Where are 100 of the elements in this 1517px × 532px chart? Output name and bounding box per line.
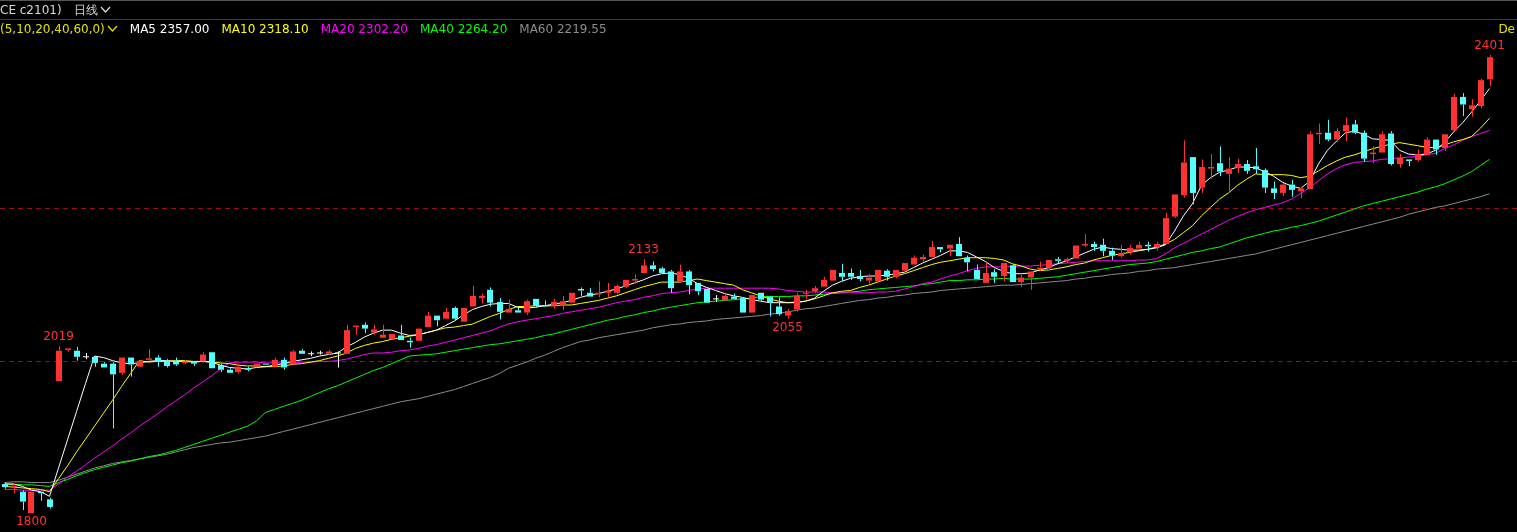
candlestick <box>587 287 593 297</box>
candlestick <box>92 356 98 368</box>
candlestick <box>1100 238 1106 257</box>
candlestick <box>487 286 493 307</box>
candlestick <box>1460 92 1466 117</box>
candlestick <box>991 268 997 284</box>
candlestick <box>866 273 872 285</box>
candlestick <box>1361 129 1367 163</box>
candlestick <box>1307 130 1313 190</box>
candlestick <box>839 263 845 282</box>
candlestick <box>668 269 674 294</box>
candlestick <box>74 346 80 362</box>
candlestick <box>56 345 62 382</box>
candlestick <box>470 285 476 307</box>
candlestick <box>1163 212 1169 244</box>
candlestick <box>740 298 746 313</box>
candlestick <box>344 324 350 354</box>
candlestick <box>1244 159 1250 175</box>
candlestick <box>758 292 764 303</box>
candlestick <box>974 264 980 280</box>
candlestick <box>1397 153 1403 169</box>
candlestick <box>443 307 449 319</box>
annotation: 2019 <box>43 329 74 344</box>
text: MA40 2264.20 <box>420 22 508 36</box>
chart-title: CE c2101) <box>0 3 62 17</box>
candlestick <box>425 311 431 328</box>
candlestick <box>1298 186 1304 199</box>
candlestick <box>1433 139 1439 156</box>
candlestick <box>137 360 143 367</box>
candlestick <box>767 296 773 317</box>
candlestick <box>848 267 854 281</box>
candlestick <box>1280 182 1286 197</box>
candlestick <box>1181 139 1187 199</box>
candlestick <box>569 292 575 303</box>
candlestick <box>209 352 215 369</box>
candlestick <box>803 289 809 300</box>
candlestick <box>1091 241 1097 252</box>
candlestick <box>812 285 818 294</box>
candlestick <box>227 367 233 373</box>
candlestick <box>614 283 620 295</box>
candlestick <box>1208 153 1214 180</box>
candlestick <box>785 308 791 320</box>
candlestick <box>416 328 422 341</box>
candlestick <box>956 236 962 257</box>
candlestick <box>1154 241 1160 252</box>
candlestick <box>20 489 26 511</box>
candlestick <box>1028 271 1034 291</box>
candlestick <box>875 269 881 282</box>
candlestick <box>506 299 512 313</box>
candlestick <box>1343 116 1349 142</box>
candlestick <box>929 240 935 257</box>
candlestick <box>497 297 503 320</box>
text: MA60 2219.55 <box>519 22 607 36</box>
candlestick <box>695 282 701 296</box>
candlestick <box>1253 147 1259 175</box>
chart-subtitle: 日线 <box>73 1 98 19</box>
candlestick <box>1217 145 1223 177</box>
annotation: 2401 <box>1474 38 1505 53</box>
candlestick <box>857 269 863 282</box>
candlestick <box>371 324 377 336</box>
candlestick <box>398 324 404 341</box>
candlestick <box>1235 158 1241 174</box>
candlestick <box>821 276 827 287</box>
candlestick <box>983 261 989 283</box>
candlestick <box>1082 233 1088 248</box>
annotation: 1800 <box>16 514 47 529</box>
text: MA20 2302.20 <box>320 22 408 36</box>
candlestick <box>110 361 116 429</box>
text: MA10 2318.10 <box>221 22 309 36</box>
candlestick <box>1271 181 1277 200</box>
candlestick <box>1073 245 1079 259</box>
candlestick <box>146 348 152 360</box>
candlestick <box>1136 241 1142 249</box>
candlestick <box>281 357 287 371</box>
candlestick <box>1469 98 1475 118</box>
candlestick <box>911 254 917 265</box>
candlestick <box>1442 134 1448 152</box>
candlestick <box>794 292 800 313</box>
candlestick <box>884 268 890 282</box>
candlestick <box>1289 179 1295 198</box>
candlestick <box>641 258 647 273</box>
candlestick <box>515 307 521 313</box>
candlestick <box>1406 159 1412 167</box>
candlestick <box>605 282 611 298</box>
candlestick <box>235 363 241 375</box>
candlestick <box>1001 263 1007 282</box>
legend-title: (5,10,20,40,60,0) <box>0 22 105 36</box>
candlestick <box>749 295 755 313</box>
candlestick <box>1199 158 1205 194</box>
candlestick <box>1325 119 1331 142</box>
candlestick <box>2 482 8 490</box>
candlestick <box>1334 127 1340 143</box>
candlestick <box>28 491 34 514</box>
candlestick <box>272 357 278 367</box>
candlestick <box>632 273 638 285</box>
candlestick <box>1379 130 1385 153</box>
candlestick <box>1118 244 1124 259</box>
candlestick <box>1487 54 1493 87</box>
candlestick <box>1226 156 1232 193</box>
candlestick <box>560 295 566 311</box>
